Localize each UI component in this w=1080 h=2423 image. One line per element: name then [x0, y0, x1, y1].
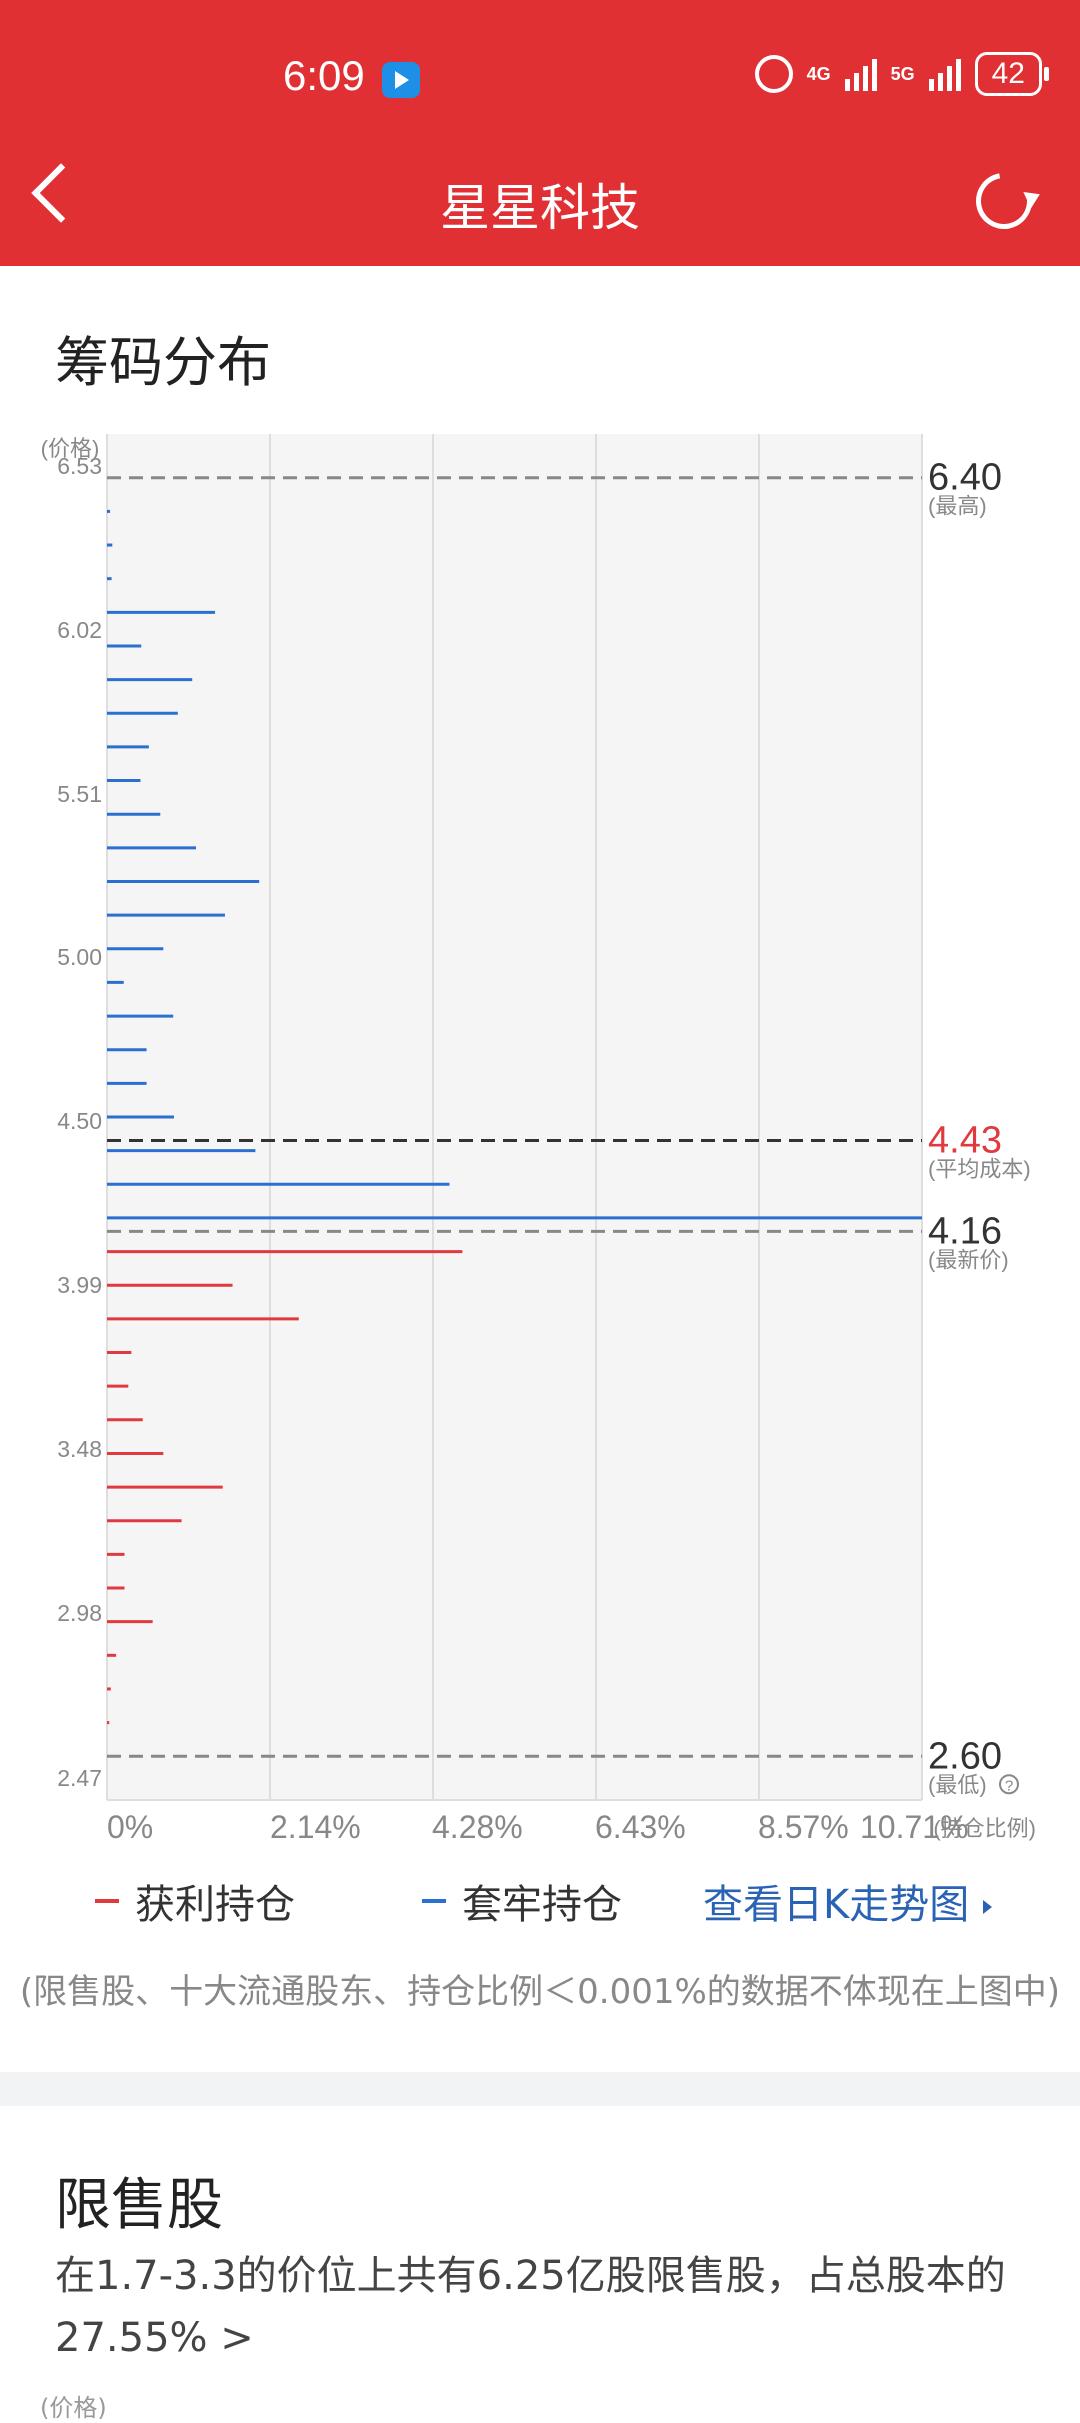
x-axis-label: (持仓比例) — [933, 1816, 1036, 1841]
y-tick-4: 4.50 — [57, 1108, 102, 1134]
status-time: 6:09 — [283, 52, 365, 99]
x-tick-4: 8.57% — [758, 1809, 849, 1845]
legend-profit: 获利持仓 — [95, 1872, 295, 1930]
y-tick-6: 3.48 — [57, 1436, 102, 1462]
alarm-icon — [754, 55, 793, 93]
signal-icon — [844, 57, 877, 91]
x-tick-1: 2.14% — [270, 1809, 361, 1845]
reference-value-1: 4.43 — [928, 1120, 1002, 1162]
view-daily-k-link[interactable]: 查看日K走势图 — [703, 1872, 992, 1930]
reference-label-0: (最高) — [928, 494, 987, 519]
signal-icon-2 — [928, 57, 961, 91]
legend-profit-swatch — [95, 1899, 119, 1903]
y-tick-1: 6.02 — [57, 617, 102, 643]
restricted-title: 限售股 — [55, 2173, 223, 2238]
battery-icon: 42 — [974, 52, 1050, 96]
y-tick-3: 5.00 — [57, 944, 102, 970]
legend-trapped: 套牢持仓 — [422, 1872, 622, 1930]
reference-value-3: 2.60 — [928, 1735, 1002, 1777]
section-divider — [0, 2072, 1080, 2106]
y-tick-0: 6.53 — [57, 453, 102, 479]
app-header: 6:09 4G 5G 42 星星科技 — [0, 0, 1080, 266]
legend-trapped-label: 套牢持仓 — [462, 1882, 622, 1928]
y-tick-2: 5.51 — [57, 781, 102, 807]
chip-distribution-title: 筹码分布 — [55, 331, 271, 394]
x-tick-0: 0% — [107, 1809, 153, 1845]
reference-label-1: (平均成本) — [928, 1157, 1031, 1182]
help-icon — [999, 1774, 1019, 1795]
notification-app-icon — [382, 62, 420, 98]
reference-value-2: 4.16 — [928, 1210, 1002, 1252]
y-tick-5: 3.99 — [57, 1272, 102, 1298]
restricted-description[interactable]: 在1.7-3.3的价位上共有6.25亿股限售股，占总股本的27.55% > — [55, 2253, 1006, 2361]
reference-label-3: (最低) — [928, 1772, 987, 1797]
legend-profit-label: 获利持仓 — [135, 1882, 295, 1928]
plot-background — [107, 434, 922, 1800]
x-tick-2: 4.28% — [432, 1809, 523, 1845]
help-icon-glyph: ? — [1005, 1777, 1013, 1794]
page-title: 星星科技 — [440, 179, 640, 237]
y-tick-7: 2.98 — [57, 1600, 102, 1626]
legend-trapped-swatch — [422, 1899, 446, 1903]
reference-label-2: (最新价) — [928, 1247, 1009, 1272]
restricted-axis-label: (价格) — [40, 2394, 107, 2422]
y-axis-label: (价格) — [41, 436, 100, 461]
network-5g-label: 5G — [890, 64, 915, 84]
network-4g-label: 4G — [806, 64, 831, 84]
battery-level: 42 — [991, 57, 1025, 90]
chip-distribution-chart: 6.40(最高) 4.43(平均成本) 4.16(最新价) 2.60(最低) ? (价格)… — [41, 434, 1036, 1845]
x-tick-5: 10.71% — [860, 1809, 969, 1845]
chart-footnote: (限售股、十大流通股东、持仓比例＜0.001%的数据不体现在上图中) — [19, 1972, 1061, 2012]
reference-value-0: 6.40 — [928, 457, 1002, 499]
y-tick-8: 2.47 — [57, 1765, 102, 1791]
status-indicators: 4G 5G 42 — [754, 52, 1050, 96]
x-tick-3: 6.43% — [595, 1809, 686, 1845]
